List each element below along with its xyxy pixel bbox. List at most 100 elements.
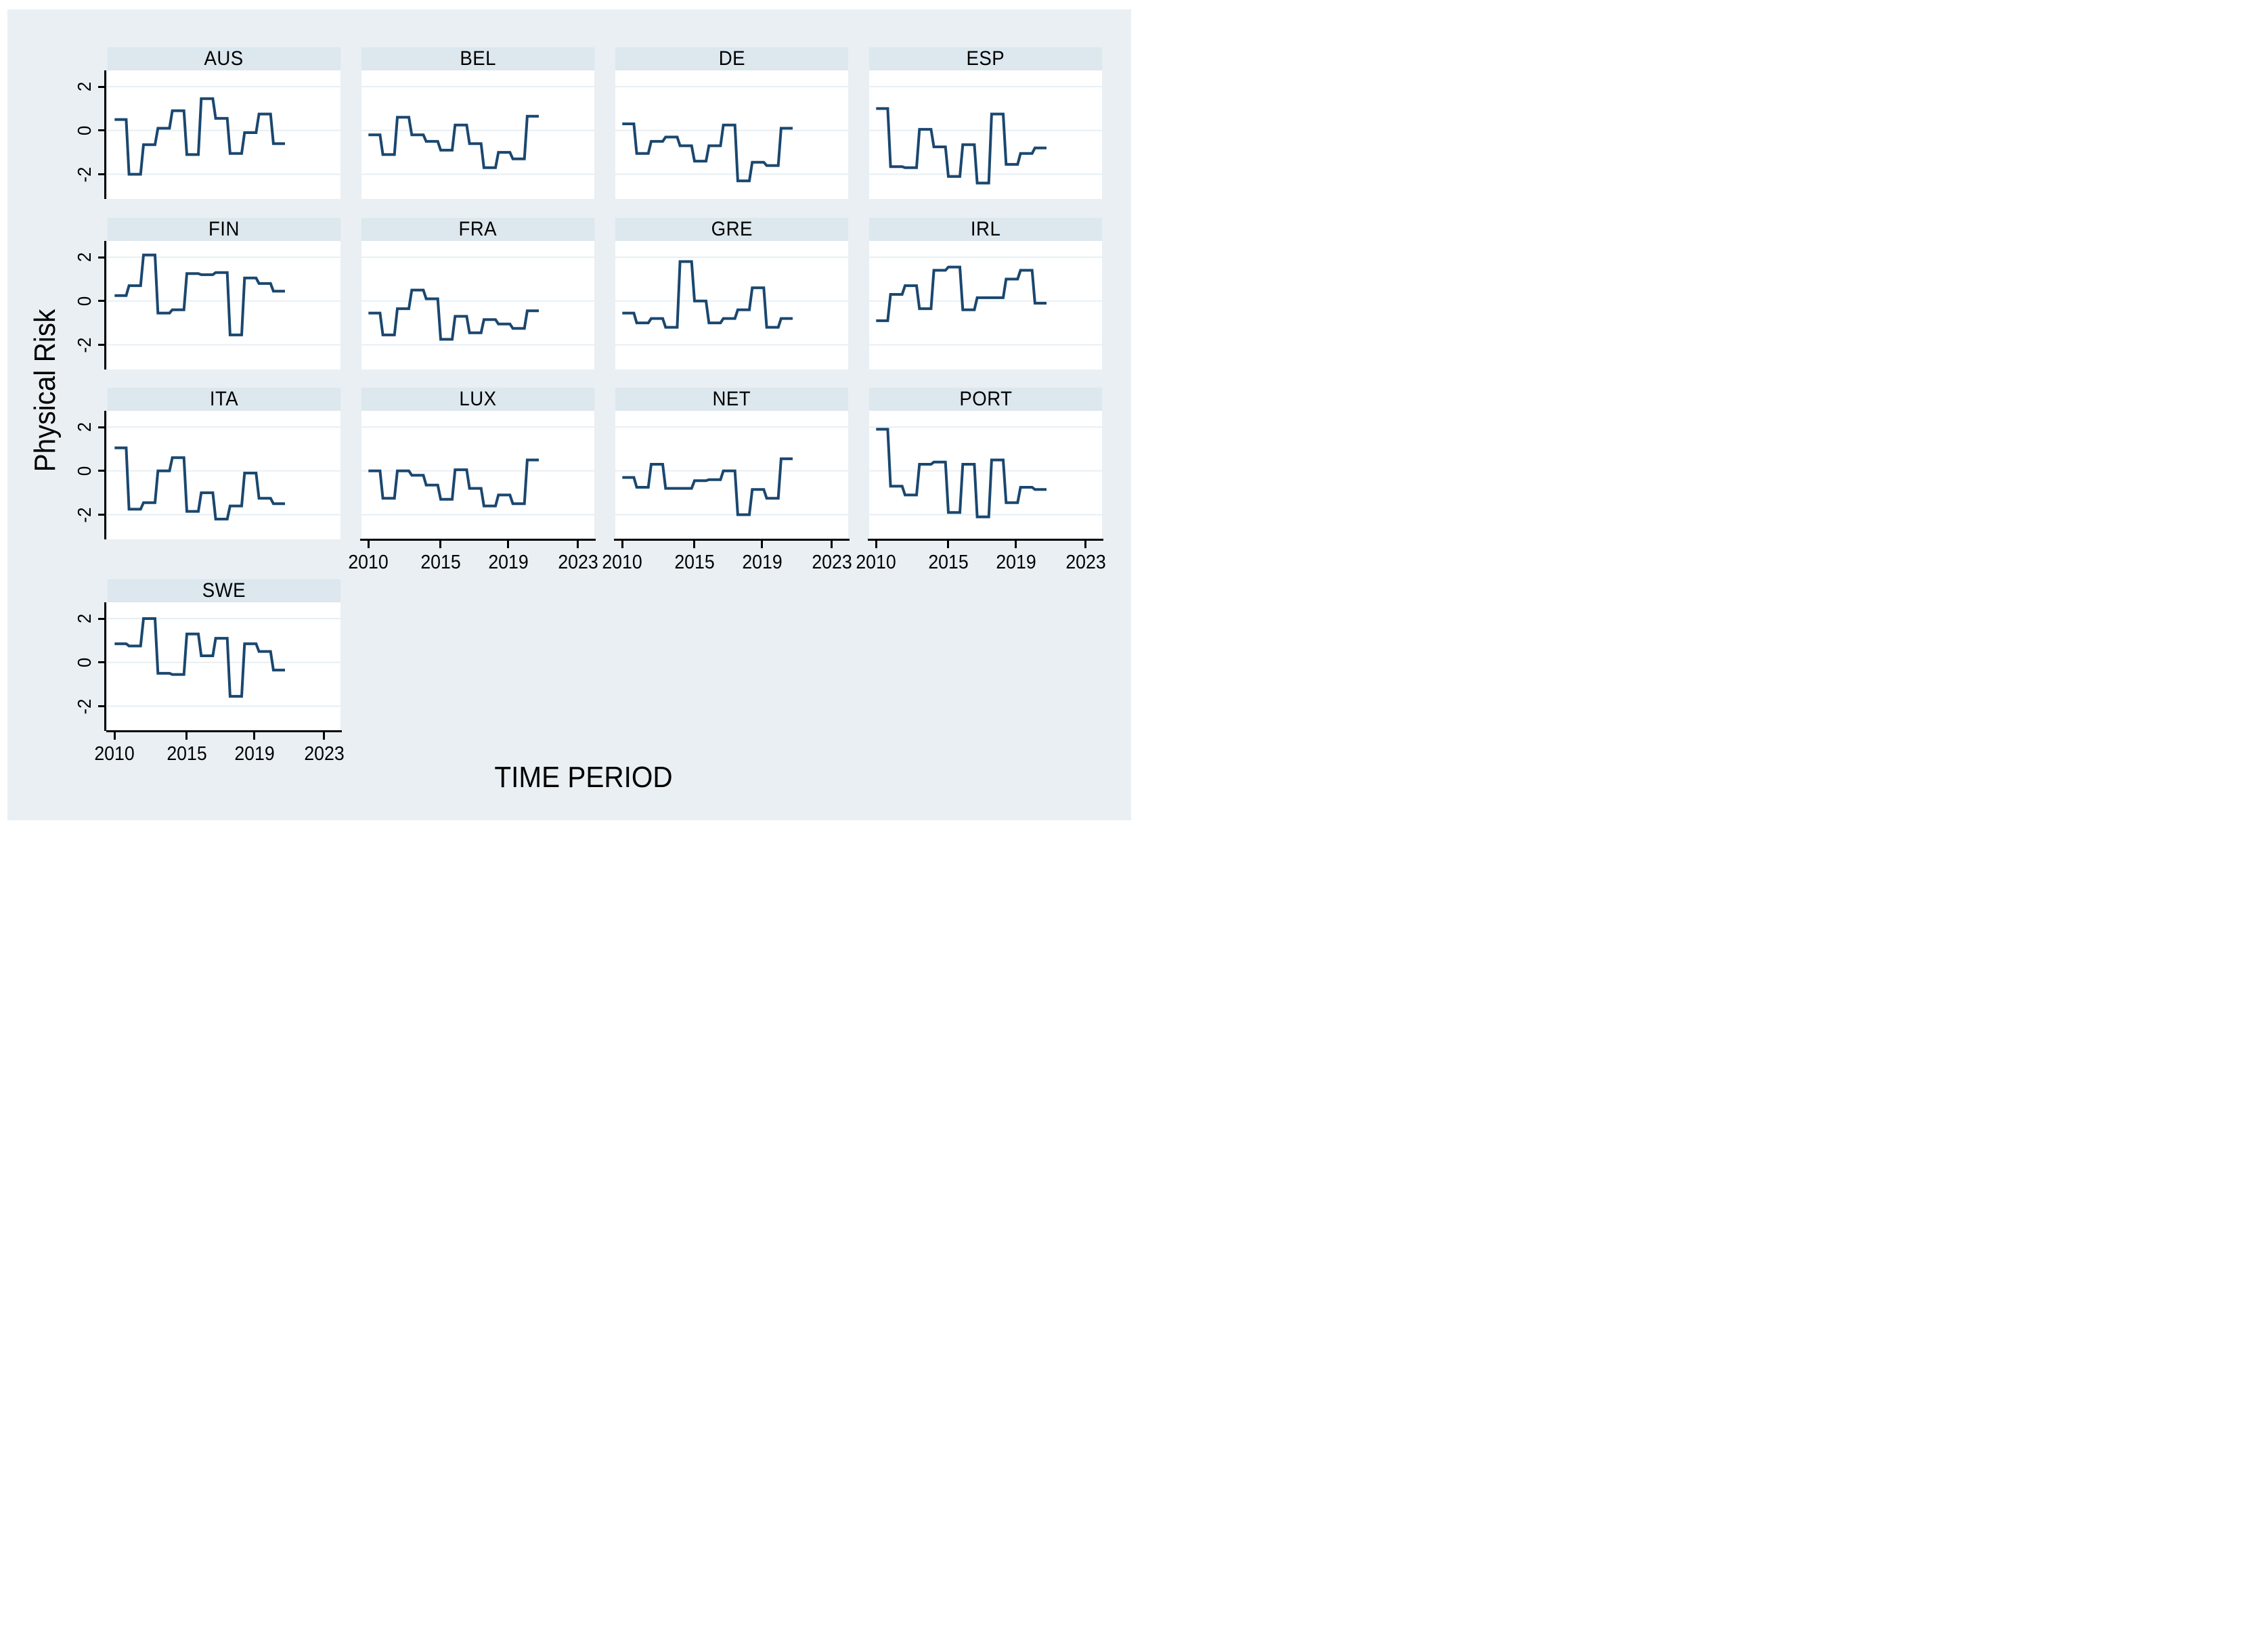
- panel-title-strip: GRE: [615, 218, 848, 241]
- y-axis-tick: [98, 514, 104, 516]
- panel-title: BEL: [460, 47, 496, 70]
- plot-area: [108, 70, 340, 199]
- plot-svg: [615, 256, 848, 346]
- panel-title-strip: ITA: [108, 388, 340, 411]
- panel-title-strip: NET: [615, 388, 848, 411]
- y-axis-tick: [98, 129, 104, 132]
- x-axis-tick-label: 2023: [558, 552, 598, 573]
- panel-title: AUS: [204, 47, 244, 70]
- x-axis-title: TIME PERIOD: [494, 761, 673, 794]
- country-panel: FIN 2 0 -2: [74, 218, 340, 370]
- x-axis-tick: [507, 541, 510, 548]
- x-axis-tick-label: 2023: [1065, 552, 1106, 573]
- country-panel: ESP: [869, 47, 1102, 199]
- panel-title: DE: [718, 47, 745, 70]
- y-axis-line: [104, 411, 106, 539]
- y-axis-tick: [98, 173, 104, 175]
- y-axis-line: [104, 241, 106, 370]
- x-axis-tick-label: 2023: [304, 743, 345, 765]
- x-axis-tick-label: 2019: [996, 552, 1036, 573]
- plot-area: [361, 241, 594, 370]
- plot-area: [615, 241, 848, 370]
- x-axis-tick-label: 2010: [94, 743, 135, 765]
- figure-root: AUS 2 0 -2 BEL DE ESP FIN 2 0 -2 FRA GRE IRL ITA 2 0 -2 LU…: [0, 0, 1134, 826]
- plot-area: [615, 70, 848, 199]
- panel-title-strip: DE: [615, 47, 848, 70]
- y-axis-tick-label: 0: [74, 657, 95, 667]
- y-axis-tick-label: -2: [74, 166, 95, 182]
- panel-title-strip: ESP: [869, 47, 1102, 70]
- y-axis-tick-label: 2: [74, 81, 95, 92]
- panel-title-strip: PORT: [869, 388, 1102, 411]
- x-axis-line: [614, 539, 850, 541]
- plot-area: [869, 241, 1102, 370]
- x-axis-tick: [831, 541, 833, 548]
- panel-title: FIN: [208, 218, 240, 240]
- panel-title-strip: LUX: [361, 388, 594, 411]
- country-panel: BEL: [361, 47, 594, 199]
- y-axis-tick-label: 0: [74, 125, 95, 135]
- country-panel: GRE: [615, 218, 848, 370]
- plot-svg: [108, 617, 340, 707]
- plot-svg: [361, 86, 594, 175]
- y-axis-tick-label: 0: [74, 466, 95, 476]
- y-axis-tick: [98, 661, 104, 664]
- panel-title: ITA: [209, 388, 239, 410]
- x-axis-tick-label: 2015: [167, 743, 207, 765]
- y-axis-line: [104, 70, 106, 199]
- x-axis-tick-label: 2010: [856, 552, 896, 573]
- panel-title-strip: AUS: [108, 47, 340, 70]
- y-axis-tick: [98, 300, 104, 303]
- plot-area: [108, 602, 340, 731]
- plot-area: [108, 411, 340, 539]
- x-axis-tick-label: 2015: [420, 552, 461, 573]
- x-axis-line: [868, 539, 1103, 541]
- x-axis-tick-label: 2023: [812, 552, 852, 573]
- plot-svg: [361, 426, 594, 516]
- panel-title-strip: BEL: [361, 47, 594, 70]
- country-panel: FRA: [361, 218, 594, 370]
- panel-title-strip: FRA: [361, 218, 594, 241]
- y-axis-tick-label: 2: [74, 422, 95, 432]
- country-panel: IRL: [869, 218, 1102, 370]
- risk-step-line: [622, 122, 793, 183]
- x-axis-tick-label: 2015: [928, 552, 969, 573]
- x-axis-tick: [367, 541, 370, 548]
- panel-title-strip: IRL: [869, 218, 1102, 241]
- risk-step-line: [114, 446, 285, 520]
- panel-title: NET: [712, 388, 751, 410]
- risk-step-line: [876, 265, 1047, 322]
- x-axis-tick-label: 2010: [348, 552, 389, 573]
- plot-svg: [108, 253, 340, 346]
- risk-step-line: [622, 457, 793, 516]
- country-panel: ITA 2 0 -2: [74, 388, 340, 539]
- x-axis-tick: [875, 541, 877, 548]
- panel-title-strip: FIN: [108, 218, 340, 241]
- risk-step-line: [114, 97, 285, 176]
- y-axis-tick: [98, 470, 104, 472]
- y-axis-tick-label: -2: [74, 698, 95, 714]
- y-axis-tick-label: 0: [74, 296, 95, 306]
- x-axis-tick: [323, 732, 326, 740]
- y-axis-tick: [98, 426, 104, 428]
- x-axis-tick: [577, 541, 579, 548]
- y-axis-line: [104, 602, 106, 731]
- y-axis-tick: [98, 617, 104, 620]
- risk-step-line: [876, 107, 1047, 185]
- plot-svg: [869, 426, 1102, 518]
- panel-title: PORT: [959, 388, 1012, 410]
- panel-title: GRE: [711, 218, 753, 240]
- x-axis-tick: [947, 541, 950, 548]
- country-panel: NET 2010 2015 2019 2023: [602, 388, 852, 573]
- y-axis-tick: [98, 256, 104, 259]
- plot-area: [869, 411, 1102, 539]
- plot-area: [361, 70, 594, 199]
- x-axis-tick: [621, 541, 623, 548]
- plot-svg: [361, 256, 594, 346]
- x-axis-line: [360, 539, 596, 541]
- y-axis-title: Physical Risk: [28, 309, 62, 472]
- plot-svg: [869, 86, 1102, 185]
- country-panel: LUX 2010 2015 2019 2023: [349, 388, 598, 573]
- y-axis-tick: [98, 344, 104, 346]
- country-panel: SWE 2 0 -2 2010 2015 2019 2023: [74, 579, 345, 765]
